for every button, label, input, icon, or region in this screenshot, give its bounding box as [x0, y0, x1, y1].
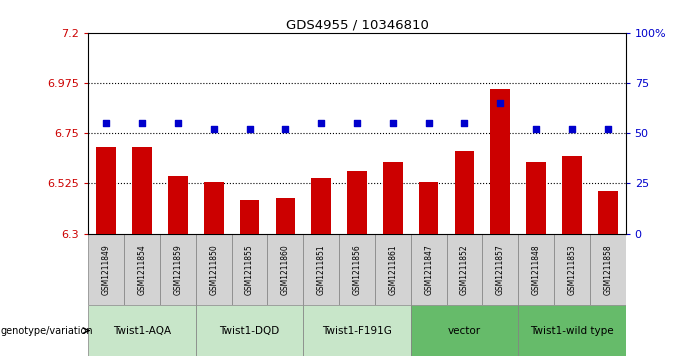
- Bar: [518, 306, 626, 356]
- Text: GSM1211848: GSM1211848: [532, 244, 541, 295]
- Bar: [311, 178, 331, 234]
- Bar: [303, 234, 339, 306]
- Text: Twist1-wild type: Twist1-wild type: [530, 326, 613, 336]
- Bar: [267, 234, 303, 306]
- Text: Twist1-AQA: Twist1-AQA: [113, 326, 171, 336]
- Text: GSM1211857: GSM1211857: [496, 244, 505, 295]
- Point: [137, 120, 148, 126]
- Point: [316, 120, 326, 126]
- Bar: [303, 306, 411, 356]
- Text: GSM1211861: GSM1211861: [388, 244, 397, 295]
- Text: GSM1211856: GSM1211856: [352, 244, 362, 295]
- Bar: [88, 234, 124, 306]
- Point: [101, 120, 112, 126]
- Point: [530, 126, 541, 132]
- Text: GSM1211851: GSM1211851: [317, 244, 326, 295]
- Text: GSM1211860: GSM1211860: [281, 244, 290, 295]
- Bar: [232, 234, 267, 306]
- Bar: [240, 200, 259, 234]
- Bar: [526, 162, 546, 234]
- Bar: [88, 306, 196, 356]
- Bar: [590, 234, 626, 306]
- Text: GSM1211847: GSM1211847: [424, 244, 433, 295]
- Bar: [598, 191, 617, 234]
- Bar: [275, 198, 295, 234]
- Bar: [447, 234, 482, 306]
- Point: [388, 120, 398, 126]
- Bar: [490, 89, 510, 234]
- Text: GSM1211855: GSM1211855: [245, 244, 254, 295]
- Text: GSM1211858: GSM1211858: [603, 244, 612, 295]
- Text: GSM1211849: GSM1211849: [102, 244, 111, 295]
- Point: [459, 120, 470, 126]
- Bar: [196, 306, 303, 356]
- Bar: [124, 234, 160, 306]
- Bar: [168, 176, 188, 234]
- Bar: [375, 234, 411, 306]
- Bar: [411, 234, 447, 306]
- Text: GSM1211859: GSM1211859: [173, 244, 182, 295]
- Bar: [518, 234, 554, 306]
- Point: [352, 120, 362, 126]
- Bar: [455, 151, 474, 234]
- Text: Twist1-DQD: Twist1-DQD: [220, 326, 279, 336]
- Bar: [97, 147, 116, 234]
- Text: GSM1211850: GSM1211850: [209, 244, 218, 295]
- Bar: [347, 171, 367, 234]
- Bar: [383, 162, 403, 234]
- Point: [173, 120, 184, 126]
- Bar: [160, 234, 196, 306]
- Point: [495, 100, 506, 106]
- Bar: [419, 182, 439, 234]
- Text: vector: vector: [448, 326, 481, 336]
- Bar: [562, 155, 581, 234]
- Text: Twist1-F191G: Twist1-F191G: [322, 326, 392, 336]
- Title: GDS4955 / 10346810: GDS4955 / 10346810: [286, 19, 428, 32]
- Point: [244, 126, 255, 132]
- Bar: [133, 147, 152, 234]
- Text: GSM1211853: GSM1211853: [567, 244, 577, 295]
- Bar: [204, 182, 224, 234]
- Text: GSM1211854: GSM1211854: [137, 244, 147, 295]
- Bar: [554, 234, 590, 306]
- Point: [423, 120, 434, 126]
- Bar: [339, 234, 375, 306]
- Bar: [411, 306, 518, 356]
- Point: [602, 126, 613, 132]
- Text: GSM1211852: GSM1211852: [460, 244, 469, 295]
- Bar: [196, 234, 232, 306]
- Point: [208, 126, 219, 132]
- Bar: [482, 234, 518, 306]
- Text: genotype/variation: genotype/variation: [1, 326, 93, 336]
- Point: [280, 126, 291, 132]
- Point: [566, 126, 577, 132]
